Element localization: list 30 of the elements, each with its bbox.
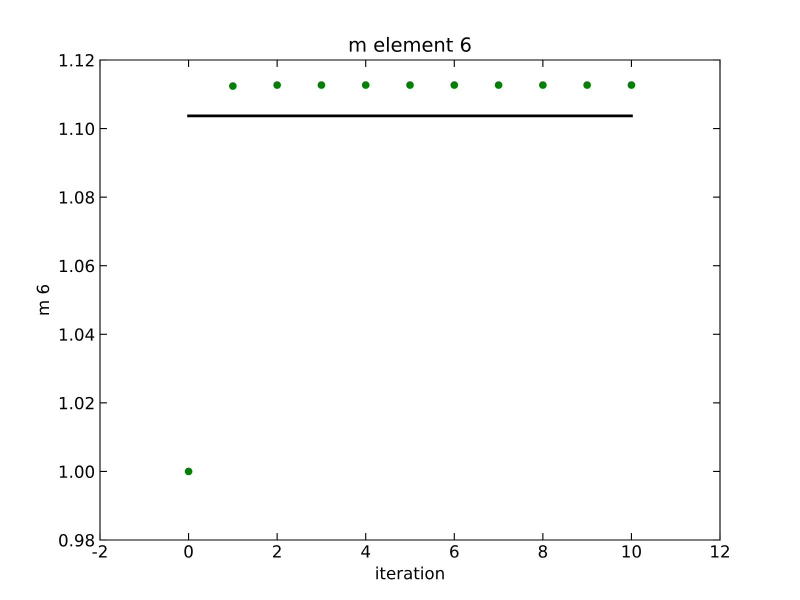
x-tick-label: 2 <box>273 545 281 558</box>
point <box>494 81 502 89</box>
point <box>229 82 237 90</box>
x-tick-label: 4 <box>361 545 370 558</box>
chart-title: m element 6 <box>350 36 471 52</box>
x-tick-label: -2 <box>92 545 107 558</box>
y-tick-label: 0.98 <box>59 534 94 547</box>
x-axis-title: iteration <box>376 566 444 580</box>
point <box>406 81 414 89</box>
point <box>318 81 326 89</box>
point <box>184 468 192 476</box>
point <box>362 81 370 89</box>
y-tick-label: 1.06 <box>60 260 94 272</box>
x-tick-label: 0 <box>184 545 193 558</box>
y-tick-label: 1.08 <box>60 191 94 204</box>
y-tick-label: 1.04 <box>60 328 94 341</box>
y-axis-title: m 6 <box>36 284 50 315</box>
point <box>583 81 591 89</box>
y-tick-label: 1.02 <box>60 396 94 410</box>
point <box>273 81 281 89</box>
x-tick-label: 10 <box>622 545 641 558</box>
y-tick-label: 1.12 <box>60 54 94 66</box>
y-tick-label: 1.10 <box>60 122 94 136</box>
x-tick-label: 6 <box>450 545 459 558</box>
point <box>628 81 636 89</box>
x-tick-label: 8 <box>538 545 548 558</box>
point <box>450 81 458 89</box>
y-tick-label: 1.00 <box>60 465 94 478</box>
x-tick-label: 12 <box>711 545 729 558</box>
point <box>539 81 547 89</box>
